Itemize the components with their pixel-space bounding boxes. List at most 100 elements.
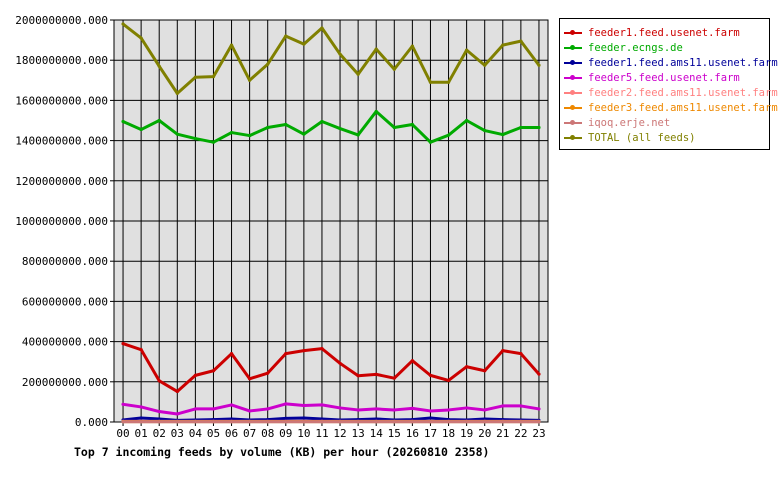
data-point bbox=[157, 379, 161, 383]
legend-entry: feeder5.feed.usenet.farm bbox=[564, 71, 740, 85]
data-point bbox=[157, 64, 161, 68]
data-point bbox=[338, 420, 342, 424]
data-point bbox=[465, 118, 469, 123]
chart-svg: 0.000 200000000.000 400000000.000 600000000… bbox=[15, 14, 549, 440]
grid bbox=[114, 20, 548, 422]
data-point bbox=[428, 140, 433, 144]
legend-entry: feeder3.feed.ams11.usenet.farm bbox=[564, 101, 778, 115]
x-tick-label: 19 bbox=[460, 427, 473, 440]
data-point bbox=[537, 125, 541, 130]
data-point bbox=[302, 420, 306, 424]
data-point bbox=[211, 369, 216, 373]
x-tick-label: 05 bbox=[207, 427, 220, 440]
data-point bbox=[302, 132, 306, 136]
y-tick-label: 2000000000.000 bbox=[15, 14, 108, 27]
x-tick-label: 12 bbox=[333, 427, 346, 440]
data-point bbox=[193, 373, 197, 377]
data-point bbox=[501, 132, 505, 137]
legend-entry: feeder1.feed.ams11.usenet.farm bbox=[564, 56, 778, 70]
data-point bbox=[519, 404, 523, 408]
data-point bbox=[211, 140, 216, 144]
data-point bbox=[446, 378, 451, 382]
data-point bbox=[356, 420, 360, 424]
data-point bbox=[284, 352, 288, 356]
data-point bbox=[374, 47, 378, 51]
data-point bbox=[320, 420, 324, 424]
x-tick-label: 22 bbox=[514, 427, 527, 440]
legend-swatch-icon bbox=[564, 88, 582, 98]
y-tick-label: 400000000.000 bbox=[22, 336, 108, 349]
data-point bbox=[501, 420, 505, 424]
data-point bbox=[139, 36, 143, 40]
data-point bbox=[121, 342, 125, 346]
data-point bbox=[248, 133, 252, 138]
data-point bbox=[483, 420, 487, 424]
x-tick-label: 20 bbox=[478, 427, 491, 440]
data-point bbox=[374, 109, 378, 114]
y-tick-label: 0.000 bbox=[75, 416, 108, 429]
data-point bbox=[193, 420, 197, 424]
data-point bbox=[248, 377, 252, 381]
data-point bbox=[428, 373, 433, 377]
data-point bbox=[320, 403, 324, 407]
legend-label: iqoq.erje.net bbox=[588, 117, 671, 129]
data-point bbox=[284, 122, 288, 127]
data-point bbox=[338, 406, 342, 410]
x-tick-label: 07 bbox=[243, 427, 256, 440]
data-point bbox=[465, 48, 469, 52]
data-point bbox=[392, 420, 396, 424]
data-point bbox=[302, 349, 306, 353]
x-tick-label: 16 bbox=[406, 427, 419, 440]
y-axis-ticks: 0.000 200000000.000 400000000.000 600000000… bbox=[15, 14, 114, 429]
legend-swatch-icon bbox=[564, 58, 582, 68]
data-point bbox=[175, 91, 179, 95]
data-point bbox=[501, 349, 505, 353]
data-point bbox=[537, 420, 541, 424]
data-point bbox=[338, 52, 342, 56]
x-tick-label: 00 bbox=[116, 427, 129, 440]
data-point bbox=[266, 407, 270, 411]
data-point bbox=[302, 403, 306, 408]
data-point bbox=[519, 125, 523, 130]
x-tick-label: 14 bbox=[370, 427, 384, 440]
y-tick-label: 1400000000.000 bbox=[15, 135, 108, 148]
legend-label: TOTAL (all feeds) bbox=[588, 132, 696, 144]
data-point bbox=[537, 63, 541, 67]
x-tick-label: 23 bbox=[532, 427, 545, 440]
y-tick-label: 1800000000.000 bbox=[15, 54, 108, 67]
data-point bbox=[157, 118, 161, 123]
chart-title: Top 7 incoming feeds by volume (KB) per … bbox=[74, 445, 490, 459]
data-point bbox=[483, 408, 487, 412]
data-point bbox=[175, 132, 179, 136]
data-point bbox=[392, 125, 396, 130]
x-tick-label: 09 bbox=[279, 427, 292, 440]
data-point bbox=[121, 22, 125, 26]
data-point bbox=[320, 417, 324, 421]
data-point bbox=[356, 72, 360, 76]
data-point bbox=[302, 416, 306, 420]
data-point bbox=[248, 409, 252, 413]
data-point bbox=[483, 417, 487, 421]
data-point bbox=[519, 420, 523, 424]
x-tick-label: 08 bbox=[261, 427, 274, 440]
data-point bbox=[139, 405, 143, 409]
y-tick-label: 200000000.000 bbox=[22, 376, 108, 389]
data-point bbox=[229, 43, 234, 47]
data-point bbox=[410, 359, 414, 363]
x-tick-label: 01 bbox=[135, 427, 148, 440]
data-point bbox=[374, 417, 378, 421]
data-point bbox=[229, 352, 234, 356]
legend-label: feeder2.feed.ams11.usenet.farm bbox=[588, 87, 778, 99]
y-tick-label: 1200000000.000 bbox=[15, 175, 108, 188]
legend: feeder1.feed.usenet.farm feeder.ecngs.de f… bbox=[559, 18, 778, 150]
x-tick-label: 21 bbox=[496, 427, 509, 440]
data-point bbox=[501, 43, 505, 47]
data-point bbox=[248, 78, 252, 82]
data-point bbox=[121, 119, 125, 124]
x-tick-label: 17 bbox=[424, 427, 437, 440]
data-point bbox=[519, 352, 523, 356]
data-point bbox=[284, 34, 288, 38]
data-point bbox=[266, 371, 270, 375]
data-point bbox=[229, 420, 234, 424]
series-line-0 bbox=[122, 342, 541, 393]
